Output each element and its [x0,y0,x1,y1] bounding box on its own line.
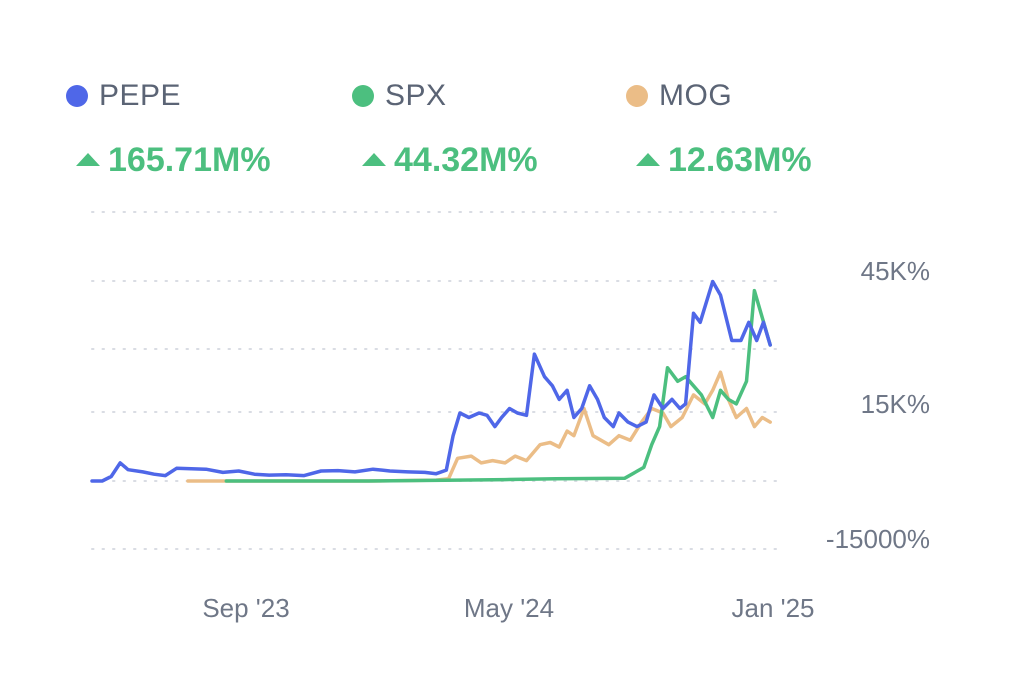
legend-dot-pepe [66,85,88,107]
x-tick-label: Jan '25 [731,593,814,623]
change-spx: 44.32M% [362,140,538,180]
change-pepe: 165.71M% [76,140,271,180]
legend-label: PEPE [99,79,182,112]
series-line-pepe [90,279,772,483]
change-mog: 12.63M% [636,140,812,180]
series-line-mog [186,370,772,483]
triangle-up-icon [636,152,660,166]
legend-item-pepe[interactable]: PEPE [66,78,181,114]
series-line-spx [224,288,772,483]
change-value: 165.71M% [108,140,271,179]
y-tick-label: 15K% [861,389,930,419]
triangle-up-icon [362,152,386,166]
legend-label: SPX [385,79,447,112]
legend-label: MOG [659,79,733,112]
y-tick-label: 45K% [861,256,930,286]
y-tick-label: -15000% [826,524,930,554]
change-value: 12.63M% [668,140,812,179]
legend-dot-mog [626,85,648,107]
legend-item-spx[interactable]: SPX [352,78,447,114]
legend-dot-spx [352,85,374,107]
x-tick-label: Sep '23 [202,593,289,623]
triangle-up-icon [76,152,100,166]
change-value: 44.32M% [394,140,538,179]
legend-item-mog[interactable]: MOG [626,78,732,114]
x-tick-label: May '24 [464,593,554,623]
